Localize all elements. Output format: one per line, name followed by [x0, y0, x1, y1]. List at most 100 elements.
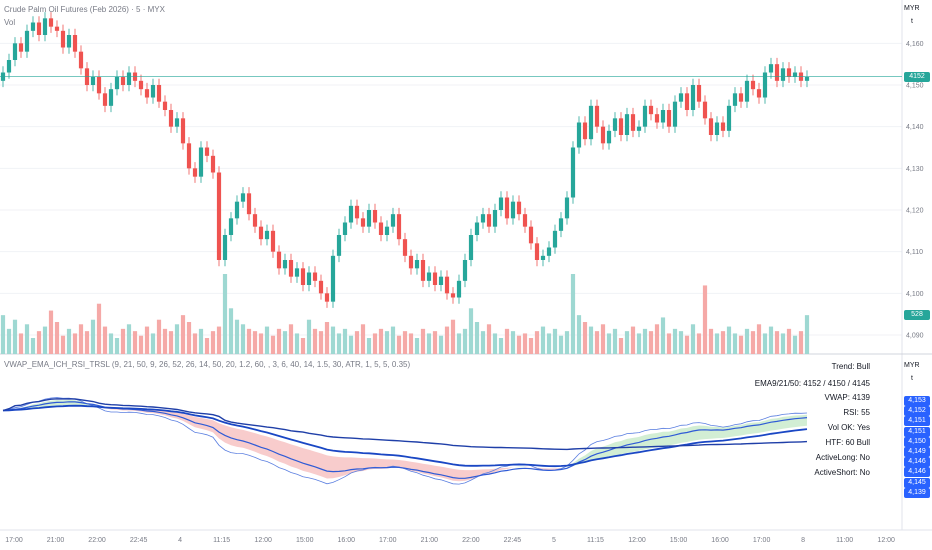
volume-bar — [564, 331, 570, 354]
symbol-title: Crude Palm Oil Futures (Feb 2026) · 5 · … — [4, 5, 165, 14]
candle-body — [672, 101, 678, 127]
volume-bar — [768, 326, 774, 354]
volume-bar — [240, 324, 246, 354]
candle-body — [306, 272, 312, 285]
candle-body — [786, 68, 792, 77]
volume-bar — [468, 308, 474, 354]
indicator-scale-toggle[interactable]: t — [911, 375, 913, 382]
cloud-segment — [531, 467, 537, 469]
candle-body — [360, 218, 366, 227]
volume-bar — [60, 335, 66, 354]
time-tick-label: 12:00 — [254, 537, 272, 544]
volume-bar — [690, 324, 696, 354]
candle-body — [792, 72, 798, 77]
cloud-segment — [645, 433, 651, 450]
candle-body — [756, 89, 762, 98]
candle-body — [270, 230, 276, 252]
volume-bar — [408, 333, 414, 354]
candle-body — [654, 114, 660, 123]
candle-body — [558, 218, 564, 231]
candle-body — [414, 260, 420, 269]
candle-body — [396, 214, 402, 240]
volume-bar — [492, 333, 498, 354]
stat-active-long: ActiveLong: No — [815, 453, 870, 462]
volume-bar — [264, 326, 270, 354]
volume-bar — [402, 331, 408, 354]
ema-vwap-lines — [2, 397, 808, 485]
candle-body — [606, 130, 612, 144]
candle-body — [18, 43, 24, 52]
indicator-currency-label[interactable]: MYR — [904, 362, 920, 369]
volume-bar — [726, 326, 732, 354]
volume-bar — [192, 333, 198, 354]
cloud-segment — [513, 466, 519, 468]
candle-body — [348, 205, 354, 223]
cloud-segment — [723, 426, 729, 438]
cloud-segment — [351, 457, 357, 474]
volume-bar — [300, 338, 306, 354]
volume-bar — [72, 333, 78, 354]
candle-body — [228, 218, 234, 235]
stat-trend: Trend: Bull — [831, 362, 870, 371]
volume-bars — [0, 274, 810, 354]
cloud-segment — [627, 437, 633, 453]
volume-bar — [498, 338, 504, 354]
ema50-line — [2, 404, 808, 468]
volume-bar — [456, 333, 462, 354]
currency-label[interactable]: MYR — [904, 5, 920, 12]
volume-label: Vol — [4, 18, 16, 27]
candle-body — [474, 222, 480, 235]
indicator-axis-tag: 4,152 — [904, 406, 930, 417]
cloud-segment — [219, 423, 225, 443]
volume-bar — [486, 324, 492, 354]
volume-bar — [258, 333, 264, 354]
price-axis-ticks: 4,090 4,100 4,110 4,120 4,130 4,140 4,150 4,160 — [906, 41, 924, 340]
cloud-segment — [225, 425, 231, 446]
volume-bar — [324, 322, 330, 354]
cloud-segment — [195, 416, 201, 429]
volume-bar — [342, 328, 348, 354]
indicator-axis-tag: 4,151 — [904, 426, 930, 437]
volume-bar — [696, 333, 702, 354]
candle-body — [582, 122, 588, 140]
volume-bar — [534, 331, 540, 354]
time-tick-label: 17:00 — [5, 537, 23, 544]
cloud-segment — [345, 457, 351, 476]
scale-toggle[interactable]: t — [911, 18, 913, 25]
indicator-title[interactable]: VWAP_EMA_ICH_RSI_TRSL (9, 21, 50, 9, 26,… — [4, 360, 411, 369]
cloud-segment — [633, 436, 639, 452]
price-tick-label: 4,090 — [906, 333, 924, 340]
cloud-segment — [309, 449, 315, 475]
volume-bar — [432, 331, 438, 354]
time-tick-label: 8 — [801, 537, 805, 544]
time-tick-label: 22:45 — [504, 537, 522, 544]
candle-body — [318, 280, 324, 294]
volume-bar — [744, 328, 750, 354]
indicator-axis-tag: 4,149 — [904, 447, 930, 457]
cloud-segment — [747, 422, 753, 435]
volume-bar — [12, 319, 18, 354]
volume-bar — [600, 324, 606, 354]
stat-vwap: VWAP: 4139 — [824, 393, 870, 402]
cloud-segment — [261, 435, 267, 457]
candle-body — [444, 276, 450, 294]
candle-body — [456, 280, 462, 298]
volume-bar — [552, 328, 558, 354]
candle-body — [252, 214, 258, 227]
candle-body — [180, 118, 186, 144]
volume-bar — [54, 322, 60, 354]
cloud-segment — [651, 433, 657, 449]
candle-body — [750, 80, 756, 90]
time-tick-label: 21:00 — [421, 537, 439, 544]
candle-body — [72, 35, 78, 52]
cloud-segment — [801, 414, 807, 427]
time-tick-label: 12:00 — [628, 537, 646, 544]
volume-bar — [372, 333, 378, 354]
volume-bar — [612, 328, 618, 354]
candle-body — [120, 76, 126, 85]
candle-body — [498, 197, 504, 210]
candle-body — [516, 201, 522, 215]
volume-bar — [174, 324, 180, 354]
price-tick-label: 4,140 — [906, 124, 924, 131]
